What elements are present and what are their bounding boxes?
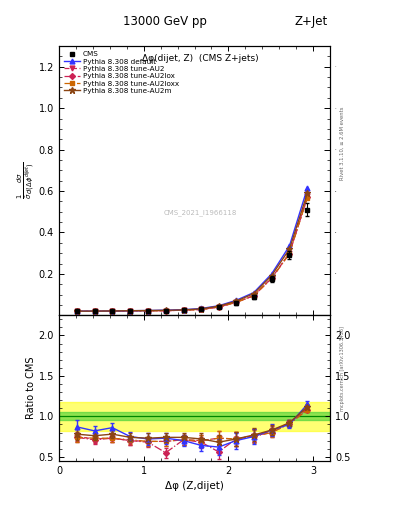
Text: Δφ(dijet, Z)  (CMS Z+jets): Δφ(dijet, Z) (CMS Z+jets) [141,54,258,63]
Text: 13000 GeV pp: 13000 GeV pp [123,15,207,28]
Legend: CMS, Pythia 8.308 default, Pythia 8.308 tune-AU2, Pythia 8.308 tune-AU2lox, Pyth: CMS, Pythia 8.308 default, Pythia 8.308 … [62,50,180,95]
Bar [59,402,330,431]
Text: mcplots.cern.ch [arXiv:1306.3436]: mcplots.cern.ch [arXiv:1306.3436] [340,326,345,411]
Y-axis label: $\frac{1}{\bar{\sigma}}\frac{d\sigma}{d(\Delta\phi^{dijet})}$: $\frac{1}{\bar{\sigma}}\frac{d\sigma}{d(… [16,162,37,200]
Bar [59,412,330,420]
Text: Z+Jet: Z+Jet [295,15,328,28]
Text: CMS_2021_I1966118: CMS_2021_I1966118 [163,209,237,217]
Y-axis label: Ratio to CMS: Ratio to CMS [26,357,36,419]
X-axis label: Δφ (Z,dijet): Δφ (Z,dijet) [165,481,224,491]
Text: Rivet 3.1.10, ≥ 2.6M events: Rivet 3.1.10, ≥ 2.6M events [340,106,345,180]
